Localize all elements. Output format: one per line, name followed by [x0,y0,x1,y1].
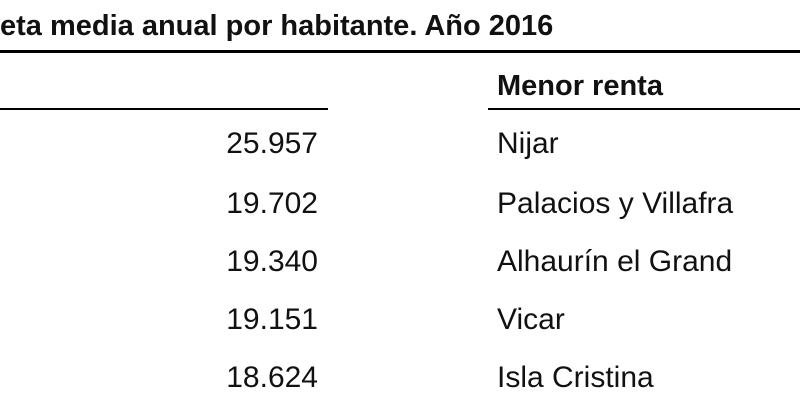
income-value: 19.702 [226,187,318,220]
column-header: Menor renta [497,70,663,102]
table-title: eta media anual por habitante. Año 2016 [0,10,554,42]
municipality-name: Vicar [497,303,565,336]
municipality-name: Alhaurín el Grand [497,245,733,278]
income-value: 25.957 [226,127,318,160]
income-value: 18.624 [226,361,318,394]
municipality-name: Nijar [497,127,559,160]
income-value: 19.151 [226,303,318,336]
municipality-name: Palacios y Villafra [497,187,734,220]
income-value: 19.340 [226,245,318,278]
header-rule [0,108,328,110]
header-rule [488,108,800,110]
municipality-name: Isla Cristina [497,361,654,394]
top-rule [0,50,800,53]
